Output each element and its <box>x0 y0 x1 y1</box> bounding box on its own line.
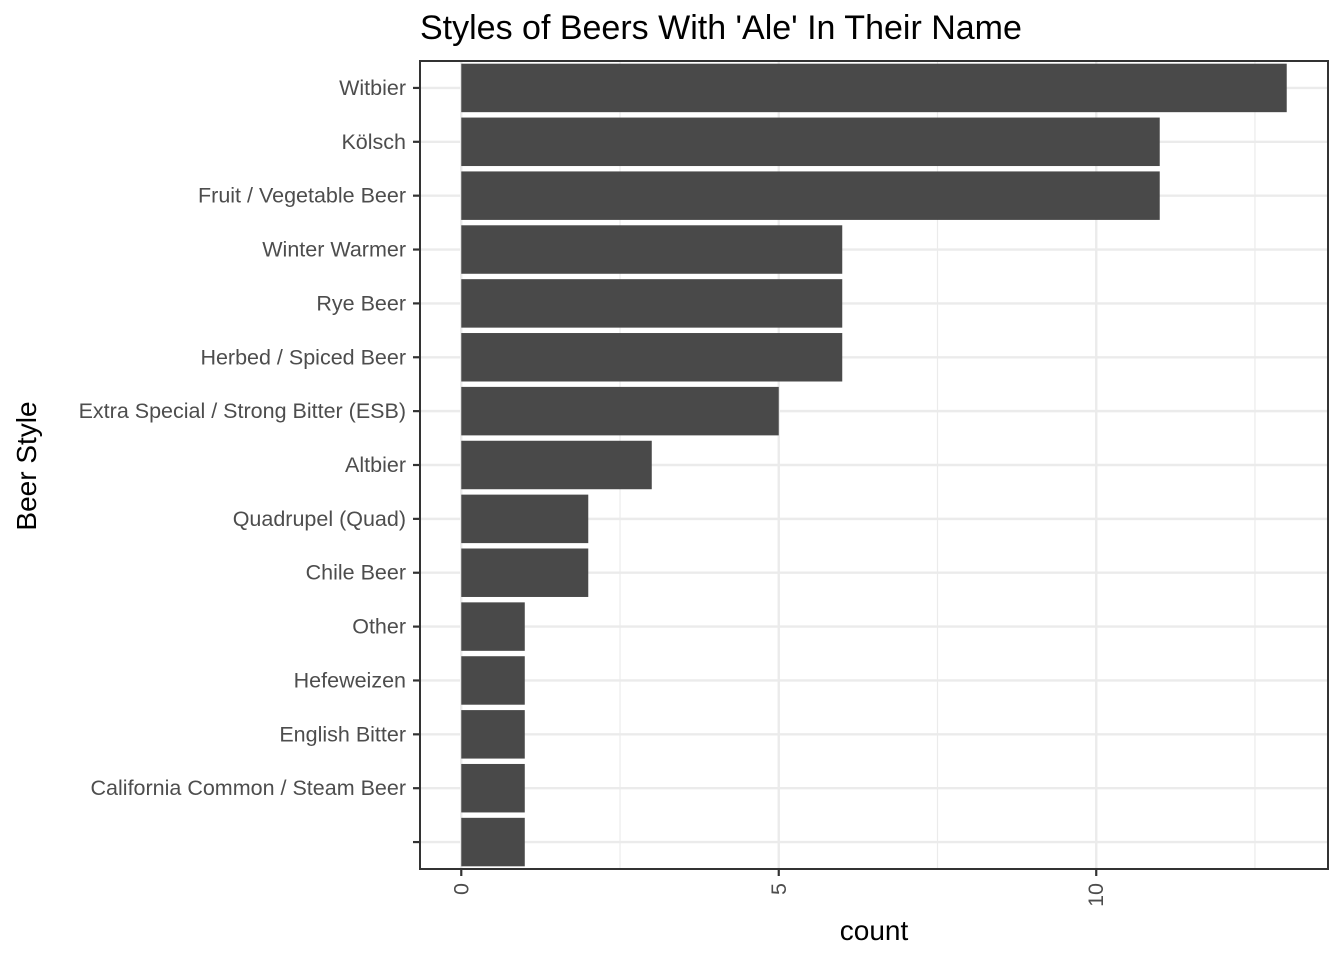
bars <box>461 63 1287 867</box>
y-tick-label: Kölsch <box>341 130 406 154</box>
y-tick-label: Quadrupel (Quad) <box>233 507 406 531</box>
y-tick-label: Witbier <box>339 76 406 100</box>
y-tick-label: Chile Beer <box>306 561 406 585</box>
bar <box>461 386 779 436</box>
y-tick-label: Winter Warmer <box>262 238 406 262</box>
bar <box>461 171 1160 220</box>
x-tick-label: 0 <box>449 883 473 895</box>
x-tick-label: 5 <box>767 883 791 895</box>
x-axis-title: count <box>840 915 909 946</box>
y-tick-label: Herbed / Spiced Beer <box>200 345 406 369</box>
bar <box>461 333 843 382</box>
x-tick-label: 10 <box>1084 883 1108 907</box>
y-tick-label: California Common / Steam Beer <box>91 776 406 800</box>
bar <box>461 817 525 867</box>
y-tick-label: Extra Special / Strong Bitter (ESB) <box>79 399 406 423</box>
y-tick-label: Rye Beer <box>316 291 406 315</box>
bar <box>461 63 1287 113</box>
y-tick-label: Other <box>352 615 406 639</box>
y-axis: Witbier Kölsch Fruit / Vegetable Beer Winte… <box>79 76 420 844</box>
bar <box>461 602 525 651</box>
y-tick-label: Fruit / Vegetable Beer <box>198 184 406 208</box>
bar <box>461 279 843 328</box>
y-axis-title: Beer Style <box>11 401 42 530</box>
bar <box>461 710 525 759</box>
bar <box>461 225 843 274</box>
chart-title: Styles of Beers With 'Ale' In Their Name <box>420 9 1022 47</box>
bar <box>461 494 589 544</box>
y-tick-label: English Bitter <box>279 722 406 746</box>
bar <box>461 656 525 705</box>
y-tick-label: Altbier <box>345 453 406 477</box>
bar <box>461 440 652 490</box>
bar <box>461 117 1160 167</box>
x-axis: 0 5 10 <box>449 869 1108 907</box>
y-tick-label: Hefeweizen <box>294 668 406 692</box>
bar <box>461 548 589 597</box>
bar <box>461 763 525 813</box>
